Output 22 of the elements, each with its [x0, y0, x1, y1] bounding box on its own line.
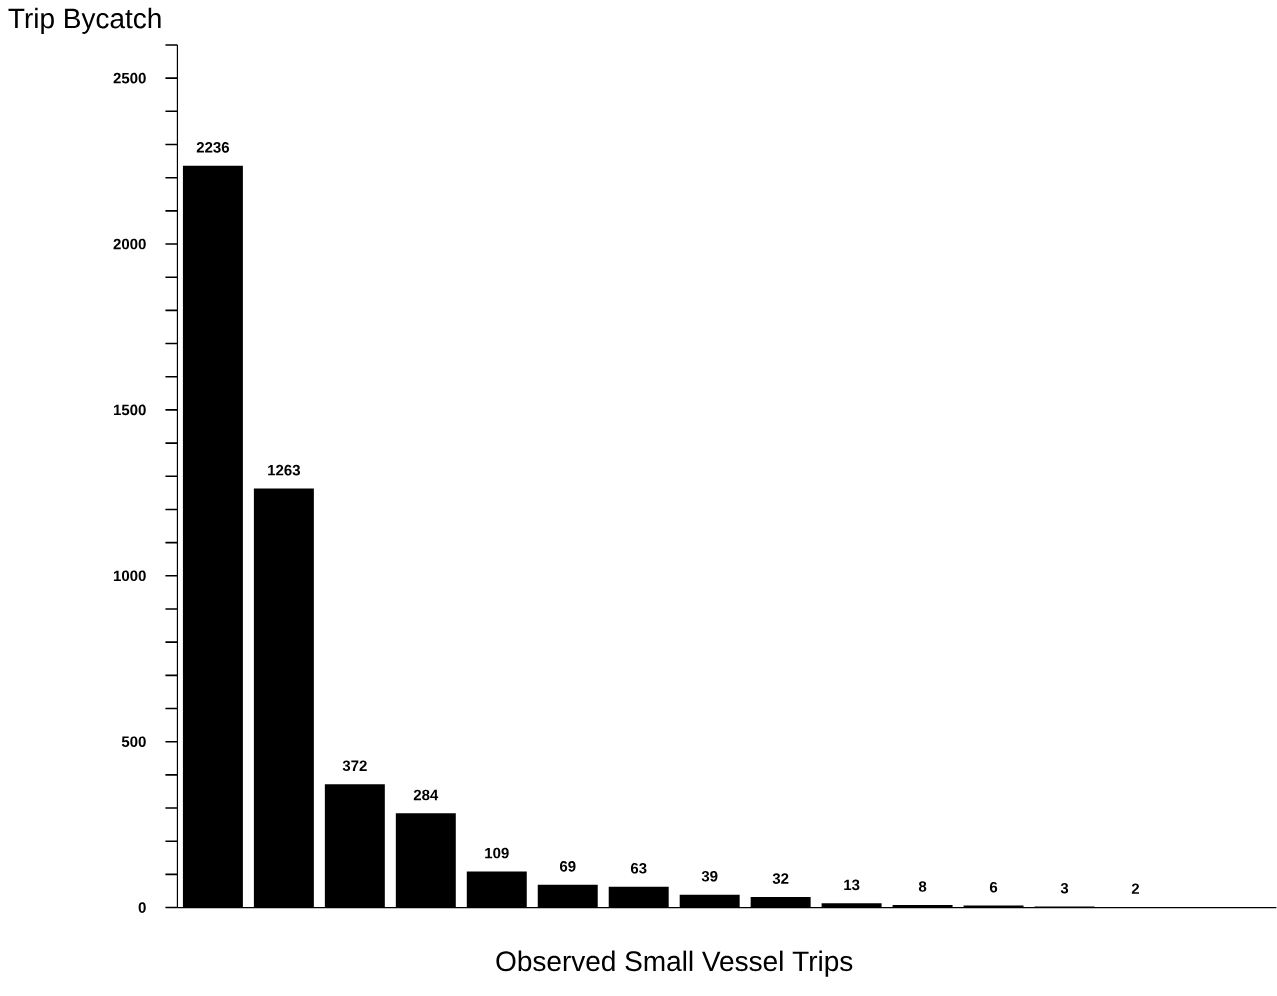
data-label: 39	[701, 871, 718, 882]
y-tick-label: 1500	[113, 404, 146, 416]
data-label: 2236	[196, 142, 230, 153]
data-label: 69	[559, 861, 576, 872]
data-label: 372	[342, 760, 367, 772]
y-tick-label: 500	[121, 736, 146, 748]
data-label: 3	[1060, 883, 1069, 894]
data-label: 63	[630, 863, 647, 874]
data-label: 32	[772, 873, 789, 885]
data-label: 1263	[268, 465, 301, 476]
data-label: 284	[413, 789, 439, 801]
data-label: 13	[844, 879, 860, 891]
y-tick-label: 1000	[113, 570, 146, 582]
data-label: 109	[485, 847, 509, 859]
data-label: 2	[1131, 883, 1140, 895]
x-axis-title: Observed Small Vessel Trips	[496, 950, 853, 977]
y-tick-label: 2500	[113, 73, 146, 84]
y-tick-label: 0	[138, 902, 146, 914]
y-axis-title: Trip Bycatch	[8, 8, 161, 35]
data-label: 8	[918, 881, 927, 893]
y-tick-label: 2000	[113, 238, 146, 250]
data-label: 6	[989, 882, 998, 893]
